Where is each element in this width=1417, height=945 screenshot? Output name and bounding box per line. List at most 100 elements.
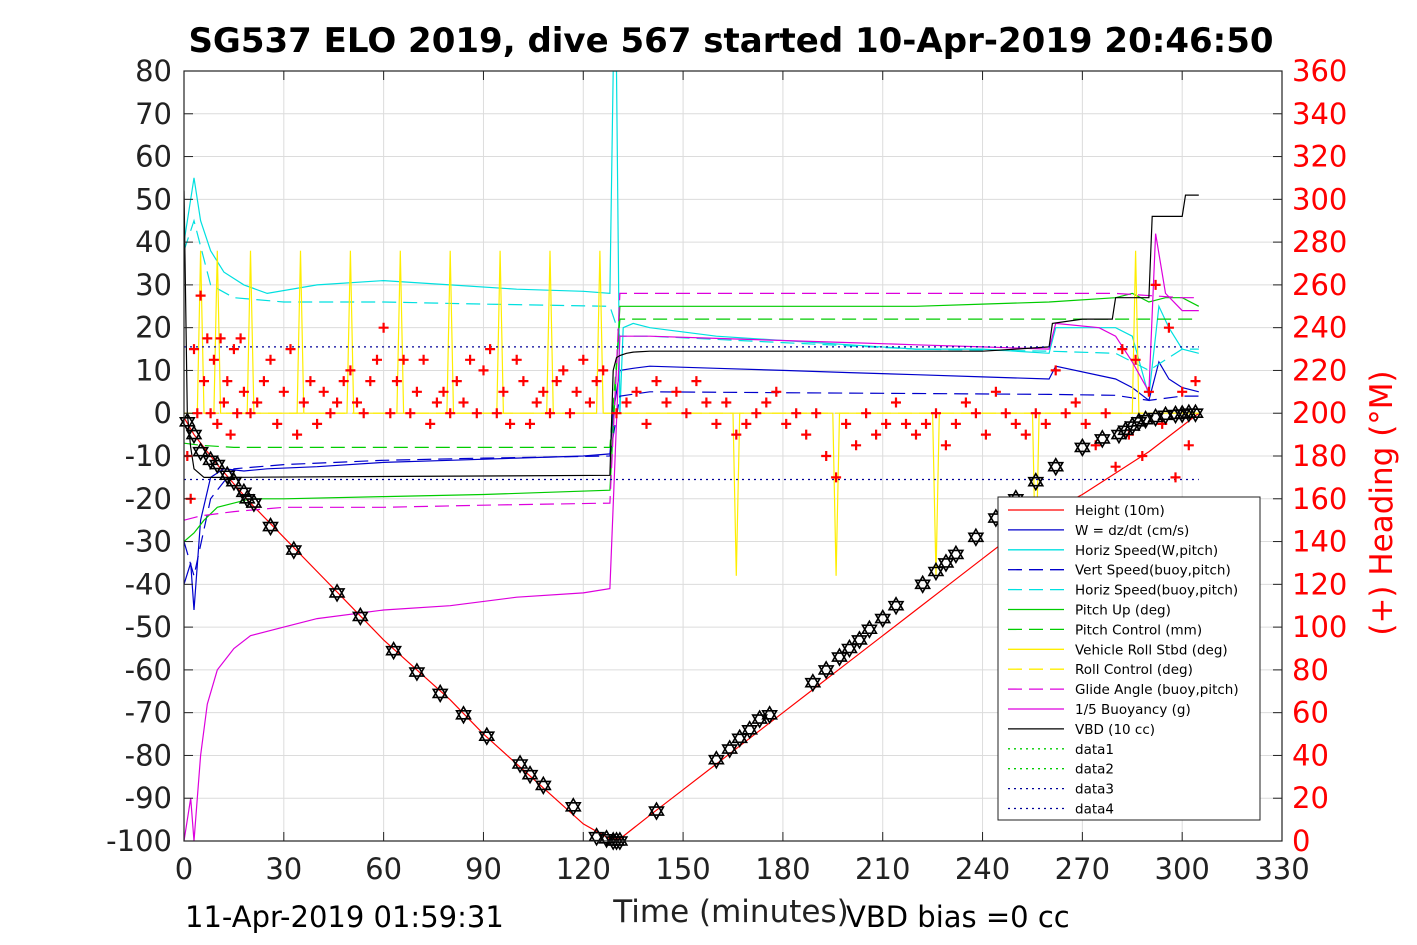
- depth-marker: [841, 638, 858, 659]
- depth-marker: [741, 720, 758, 740]
- heading-point: [215, 333, 226, 344]
- right-tick-label: 60: [1292, 696, 1329, 730]
- right-tick-label: 20: [1292, 781, 1329, 815]
- heading-point: [338, 376, 349, 387]
- heading-point: [372, 354, 382, 365]
- heading-point: [711, 418, 722, 429]
- heading-point: [405, 408, 416, 419]
- heading-point: [1100, 408, 1111, 419]
- depth-marker: [455, 705, 472, 725]
- depth-marker: [927, 561, 945, 582]
- heading-point: [940, 440, 951, 451]
- heading-point: [691, 376, 702, 387]
- legend-entry: data4: [1075, 802, 1114, 818]
- depth-marker: [861, 619, 878, 639]
- heading-point: [451, 376, 462, 387]
- heading-point: [425, 418, 436, 429]
- right-y-axis-label: (+) Heading (°M): [1364, 370, 1400, 635]
- left-tick-label: 0: [154, 396, 172, 430]
- heading-point: [265, 354, 276, 365]
- left-tick-label: -90: [125, 781, 172, 815]
- heading-point: [1040, 418, 1051, 429]
- x-tick-label: 180: [755, 852, 810, 886]
- legend-entry: 1/5 Buoyancy (g): [1075, 702, 1191, 718]
- heading-point: [578, 354, 589, 365]
- heading-point: [212, 418, 223, 429]
- heading-point: [491, 408, 502, 419]
- left-tick-label: -80: [125, 738, 172, 772]
- heading-point: [861, 408, 872, 419]
- legend-entry: VBD (10 cc): [1075, 722, 1155, 738]
- right-tick-label: 140: [1292, 525, 1347, 559]
- right-tick-label: 320: [1292, 140, 1347, 174]
- left-tick-label: 40: [135, 225, 172, 259]
- depth-marker: [431, 683, 449, 704]
- right-tick-label: 40: [1292, 738, 1329, 772]
- heading-point: [1070, 397, 1081, 408]
- heading-point: [611, 408, 622, 419]
- legend-entry: Vert Speed(buoy,pitch): [1075, 563, 1231, 579]
- depth-marker: [185, 425, 203, 445]
- heading-point: [445, 408, 456, 419]
- heading-point: [831, 472, 842, 483]
- heading-point: [518, 376, 529, 387]
- heading-points: [184, 279, 1201, 504]
- heading-point: [272, 418, 283, 429]
- heading-point: [931, 408, 941, 419]
- left-tick-label: 50: [135, 182, 172, 216]
- legend-entry: data2: [1075, 762, 1114, 778]
- heading-point: [312, 418, 323, 429]
- left-tick-label: -30: [125, 525, 172, 559]
- series-glide-angle-buoy-pitch: [184, 292, 1199, 521]
- depth-marker: [328, 583, 346, 603]
- heading-point: [841, 418, 852, 429]
- depth-marker: [1093, 429, 1111, 449]
- depth-marker: [967, 527, 985, 547]
- left-tick-label: 60: [135, 140, 172, 174]
- right-tick-label: 0: [1292, 824, 1310, 858]
- depth-marker: [851, 630, 868, 650]
- depth-marker: [817, 660, 835, 680]
- left-tick-label: 80: [135, 54, 172, 88]
- heading-point: [901, 418, 911, 429]
- depth-marker: [511, 754, 529, 774]
- heading-point: [751, 408, 762, 419]
- heading-point: [225, 429, 236, 440]
- heading-point: [731, 429, 742, 440]
- heading-point: [1060, 408, 1071, 419]
- right-tick-label: 120: [1292, 567, 1347, 601]
- heading-point: [208, 354, 219, 365]
- heading-point: [1190, 376, 1201, 387]
- depth-marker: [874, 608, 892, 629]
- heading-point: [950, 418, 961, 429]
- heading-point: [358, 408, 369, 419]
- left-tick-label: 70: [135, 97, 172, 131]
- right-tick-label: 80: [1292, 653, 1329, 687]
- chart-title: SG537 ELO 2019, dive 567 started 10-Apr-…: [188, 21, 1273, 61]
- legend-entry: Horiz Speed(buoy,pitch): [1075, 583, 1238, 599]
- depth-marker: [914, 574, 932, 594]
- depth-marker: [1027, 472, 1045, 492]
- heading-point: [292, 429, 303, 440]
- heading-point: [551, 376, 562, 387]
- heading-point: [871, 429, 882, 440]
- depth-marker: [611, 831, 629, 851]
- heading-point: [318, 386, 329, 397]
- depth-marker: [887, 596, 905, 616]
- depth-marker: [831, 647, 848, 667]
- left-tick-label: 10: [135, 353, 172, 387]
- x-tick-label: 30: [265, 852, 302, 886]
- heading-point: [378, 322, 389, 333]
- heading-point: [681, 408, 692, 419]
- vbd-bias-note: VBD bias =0 cc: [846, 900, 1070, 934]
- depth-marker: [708, 750, 725, 770]
- heading-point: [811, 408, 822, 419]
- heading-point: [258, 376, 269, 387]
- right-tick-label: 260: [1292, 268, 1347, 302]
- heading-point: [558, 365, 569, 376]
- heading-point: [891, 397, 901, 408]
- heading-point: [631, 386, 642, 397]
- x-tick-label: 300: [1155, 852, 1210, 886]
- depth-marker: [534, 775, 552, 795]
